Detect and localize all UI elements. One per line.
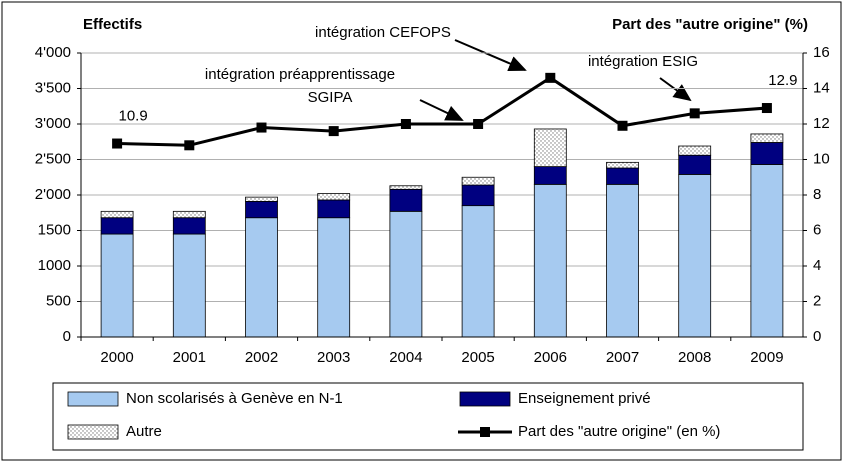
line-series [117, 76, 768, 147]
bar [678, 154, 712, 175]
x-tick-label: 2008 [678, 349, 711, 366]
x-tick-label: 2003 [317, 349, 350, 366]
bar [172, 233, 206, 338]
legend-marker [480, 427, 490, 437]
y2-tick-label: 4 [813, 257, 821, 274]
x-tick-label: 2005 [461, 349, 494, 366]
line-marker [184, 140, 195, 151]
y-tick-label: 3'000 [35, 115, 71, 132]
y2-tick-label: 14 [813, 79, 830, 96]
y-tick-label: 500 [46, 292, 71, 309]
line-marker [761, 103, 772, 114]
line-marker [545, 72, 556, 83]
annotation: intégration CEFOPS [315, 24, 451, 41]
bar [100, 217, 134, 235]
legend-label: Enseignement privé [518, 390, 651, 407]
x-tick-label: 2002 [245, 349, 278, 366]
legend-label: Part des "autre origine" (en %) [518, 423, 720, 440]
x-tick-label: 2009 [750, 349, 783, 366]
bar [245, 196, 278, 202]
legend-label: Autre [126, 423, 162, 440]
x-tick-label: 2000 [100, 349, 133, 366]
bar [317, 199, 351, 219]
line-marker [112, 138, 123, 149]
x-tick-label: 2001 [173, 349, 206, 366]
annotation: intégration ESIG [588, 53, 698, 70]
bar [245, 217, 278, 338]
y2-tick-label: 6 [813, 221, 821, 238]
bar [533, 128, 567, 168]
bar [461, 176, 495, 186]
x-tick-label: 2006 [534, 349, 567, 366]
y2-axis-title: Part des "autre origine" (%) [612, 16, 808, 33]
data-label: 10.9 [118, 107, 147, 124]
bar [317, 193, 351, 201]
annotation-arrow [419, 99, 464, 121]
legend-box [52, 382, 804, 451]
x-tick-label: 2007 [606, 349, 639, 366]
y-tick-label: 4'000 [35, 44, 71, 61]
y2-tick-label: 8 [813, 186, 821, 203]
line-marker [617, 120, 628, 131]
line-marker [328, 126, 339, 137]
bar [606, 183, 639, 338]
y2-tick-label: 0 [813, 328, 821, 345]
line-marker [256, 122, 267, 133]
line-marker [689, 108, 700, 119]
bar [533, 166, 567, 185]
legend-swatch [67, 391, 119, 407]
y-tick-label: 2'000 [35, 186, 71, 203]
y-tick-label: 2'500 [35, 150, 71, 167]
y2-tick-label: 12 [813, 115, 830, 132]
y-tick-label: 3'500 [35, 79, 71, 96]
bar [100, 233, 134, 338]
bar [172, 217, 206, 235]
annotation-arrow [454, 39, 527, 72]
y-tick-label: 1500 [38, 221, 71, 238]
legend-swatch [67, 424, 119, 440]
y2-tick-label: 10 [813, 150, 830, 167]
y-tick-label: 1000 [38, 257, 71, 274]
bar [317, 217, 351, 338]
bar [172, 210, 206, 219]
bar [245, 200, 278, 219]
bar [461, 205, 495, 338]
annotation: intégration préapprentissage [205, 66, 395, 83]
y2-tick-label: 2 [813, 292, 821, 309]
y-axis-title: Effectifs [83, 16, 142, 33]
bar [389, 210, 423, 338]
bar [389, 188, 423, 212]
bar [100, 210, 134, 219]
bar [750, 142, 784, 165]
y-tick-label: 0 [63, 328, 71, 345]
bar [678, 145, 712, 156]
annotation: SGIPA [308, 89, 353, 106]
legend-label: Non scolarisés à Genève en N-1 [126, 390, 343, 407]
line-marker [473, 119, 484, 129]
bar [606, 161, 639, 169]
bar [750, 164, 784, 338]
line-marker [400, 119, 411, 129]
legend-swatch [459, 391, 511, 407]
bar [678, 174, 712, 338]
bar [389, 185, 423, 190]
bar [606, 167, 639, 185]
data-label: 12.9 [768, 72, 797, 89]
bar [533, 183, 567, 338]
bar [750, 133, 784, 143]
y2-tick-label: 16 [813, 44, 830, 61]
bar [461, 184, 495, 207]
x-tick-label: 2004 [389, 349, 422, 366]
